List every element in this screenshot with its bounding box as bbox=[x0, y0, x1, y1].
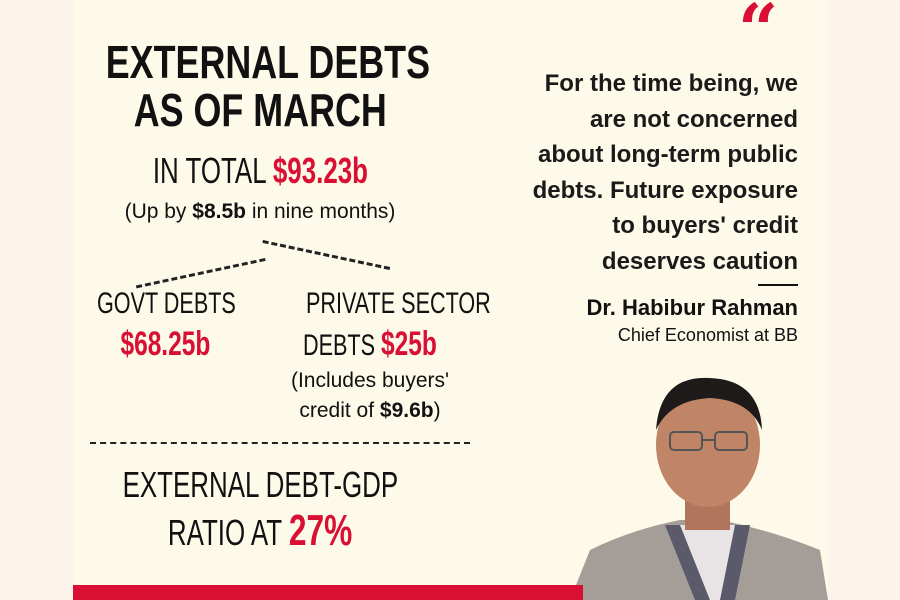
quote-rule bbox=[758, 284, 798, 286]
total-line: IN TOTAL $93.23b bbox=[60, 150, 460, 192]
accent-bar bbox=[73, 585, 583, 600]
note-suffix: in nine months) bbox=[251, 200, 396, 223]
private-label-1: PRIVATE SECTOR bbox=[305, 287, 491, 320]
quote-line: For the time being, we bbox=[544, 70, 798, 97]
quote-line: about long-term public bbox=[538, 141, 798, 168]
headline-line1: EXTERNAL DEBTS bbox=[105, 36, 431, 88]
note-value: $8.5b bbox=[192, 200, 246, 223]
quote-text: For the time being, we are not concerned… bbox=[418, 66, 798, 279]
ratio: EXTERNAL DEBT-GDP RATIO AT 27% bbox=[60, 462, 460, 556]
total-value: $93.23b bbox=[272, 150, 368, 191]
govt-value: $68.25b bbox=[120, 325, 210, 363]
private-value: $25b bbox=[381, 325, 437, 363]
private-label-2: DEBTS bbox=[303, 329, 376, 362]
speaker: Dr. Habibur Rahman Chief Economist at BB bbox=[587, 294, 798, 348]
private-note-2-suffix: ) bbox=[433, 399, 441, 422]
private-note-2-value: $9.6b bbox=[379, 399, 434, 422]
total-label: IN TOTAL bbox=[152, 150, 266, 191]
speaker-title: Chief Economist at BB bbox=[617, 325, 798, 345]
quote-mark-icon: “ bbox=[738, 0, 779, 71]
headline-line2: AS OF MARCH bbox=[133, 84, 387, 136]
speaker-name: Dr. Habibur Rahman bbox=[586, 295, 798, 320]
govt-debts: GOVT DEBTS $68.25b bbox=[70, 284, 260, 366]
divider-line bbox=[90, 442, 470, 444]
headline: EXTERNAL DEBTS AS OF MARCH bbox=[60, 38, 460, 134]
quote-line: are not concerned bbox=[589, 105, 798, 133]
total-note: (Up by $8.5b in nine months) bbox=[60, 200, 460, 224]
ratio-line2: RATIO AT bbox=[167, 512, 282, 553]
private-debts: PRIVATE SECTOR DEBTS $25b bbox=[270, 284, 491, 366]
note-prefix: (Up by bbox=[124, 200, 187, 223]
private-note-1: (Includes buyers' bbox=[290, 369, 450, 392]
ratio-value: 27% bbox=[288, 506, 353, 555]
private-note-2-prefix: credit of bbox=[299, 399, 375, 422]
quote-line: deserves caution bbox=[601, 247, 798, 275]
govt-label: GOVT DEBTS bbox=[96, 287, 236, 320]
ratio-line1: EXTERNAL DEBT-GDP bbox=[122, 464, 398, 505]
quote-line: to buyers' credit bbox=[612, 212, 798, 239]
quote-line: debts. Future exposure bbox=[532, 176, 798, 204]
private-note: (Includes buyers' credit of $9.6b) bbox=[260, 366, 480, 426]
speaker-photo bbox=[570, 377, 828, 600]
